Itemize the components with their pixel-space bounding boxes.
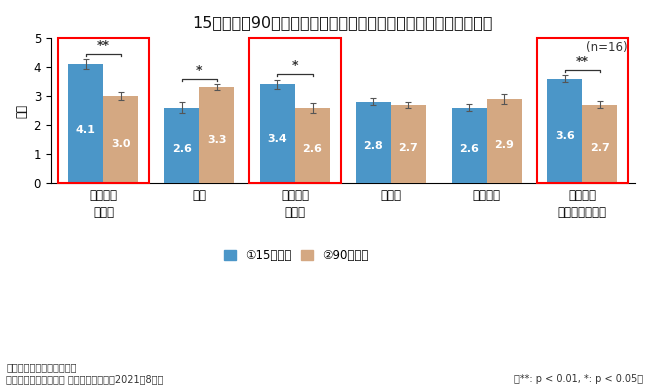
Legend: ①15秒返し, ②90秒返し: ①15秒返し, ②90秒返し xyxy=(219,244,373,267)
Y-axis label: 点数: 点数 xyxy=(15,103,28,118)
Text: （エラーバーは標準誤差）
データ出典：東京ガス 食情報センター（2021年8月）: （エラーバーは標準誤差） データ出典：東京ガス 食情報センター（2021年8月） xyxy=(6,363,164,384)
Bar xyxy=(260,84,295,183)
Text: 2.7: 2.7 xyxy=(398,143,418,153)
Text: 3.4: 3.4 xyxy=(268,134,287,143)
Text: 4.1: 4.1 xyxy=(76,125,96,134)
Bar xyxy=(356,102,391,183)
Bar xyxy=(58,38,149,183)
Text: 2.6: 2.6 xyxy=(303,144,322,154)
Text: 2.6: 2.6 xyxy=(459,144,479,154)
Text: *: * xyxy=(196,64,203,77)
Bar xyxy=(582,105,617,183)
Bar xyxy=(452,108,487,183)
Bar xyxy=(547,79,582,183)
Text: *: * xyxy=(292,59,298,72)
Bar xyxy=(537,38,628,183)
Bar xyxy=(200,87,234,183)
Bar xyxy=(487,99,521,183)
Bar xyxy=(250,38,341,183)
Text: **: ** xyxy=(576,54,589,68)
Text: 2.7: 2.7 xyxy=(590,143,610,153)
Text: 3.0: 3.0 xyxy=(111,139,131,149)
Bar xyxy=(164,108,200,183)
Text: 2.8: 2.8 xyxy=(363,142,383,151)
Bar xyxy=(68,64,103,183)
Text: (n=16): (n=16) xyxy=(586,41,627,54)
Text: **: ** xyxy=(97,39,110,52)
Bar xyxy=(295,108,330,183)
Bar xyxy=(103,96,138,183)
Text: 3.6: 3.6 xyxy=(555,131,575,141)
Text: （**: p < 0.01, *: p < 0.05）: （**: p < 0.01, *: p < 0.05） xyxy=(514,374,644,384)
Title: 15秒返し、90秒返しで調理したときのステーキ肉の官能試験結果: 15秒返し、90秒返しで調理したときのステーキ肉の官能試験結果 xyxy=(192,15,493,30)
Text: 2.6: 2.6 xyxy=(172,144,192,154)
Text: 2.9: 2.9 xyxy=(494,140,514,150)
Bar xyxy=(391,105,426,183)
Text: 3.3: 3.3 xyxy=(207,135,226,145)
